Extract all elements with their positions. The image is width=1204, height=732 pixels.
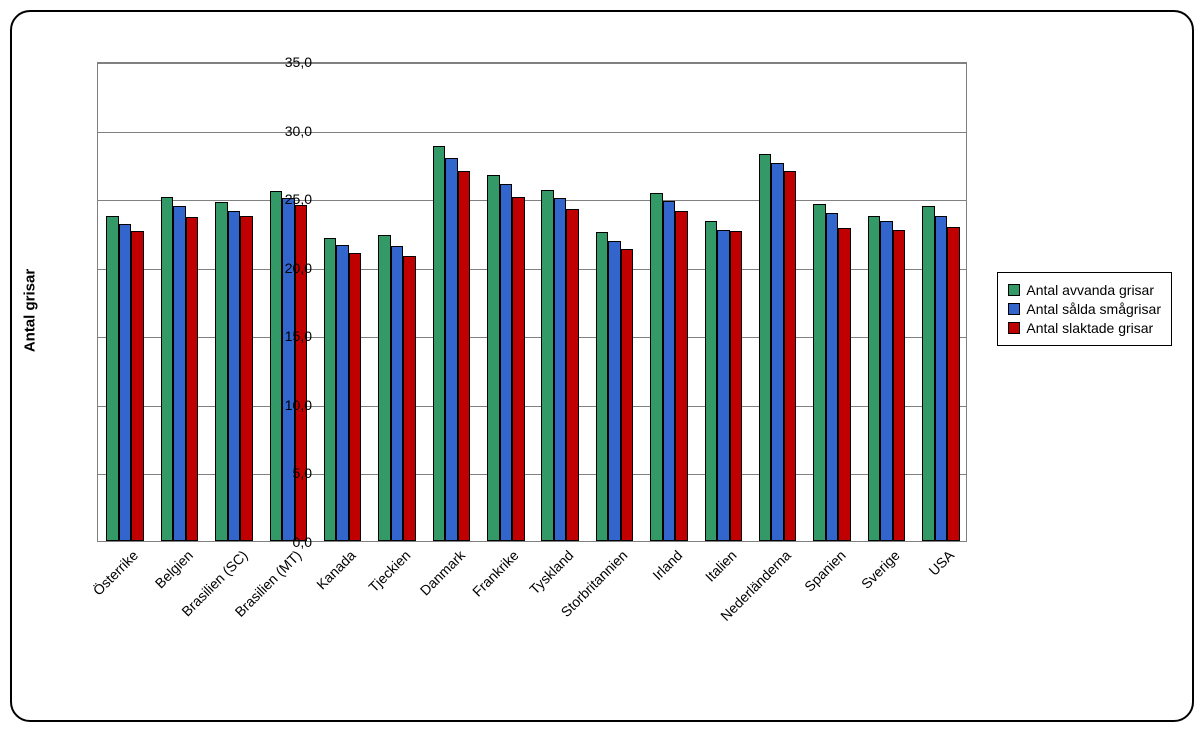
- bar: [433, 146, 446, 541]
- bar: [403, 256, 416, 541]
- x-axis-label: Frankrike: [470, 547, 523, 600]
- legend-item: Antal slaktade grisar: [1008, 320, 1161, 336]
- bars-container: [98, 63, 966, 541]
- bar: [717, 230, 730, 541]
- bar: [173, 206, 186, 541]
- bar: [893, 230, 906, 541]
- bar: [759, 154, 772, 541]
- bar: [730, 231, 743, 541]
- plot-area: [97, 62, 967, 542]
- bar: [935, 216, 948, 541]
- bar: [838, 228, 851, 541]
- bar: [106, 216, 119, 541]
- x-axis-label: Spanien: [801, 547, 849, 595]
- bar: [512, 197, 525, 541]
- bar: [826, 213, 839, 541]
- bar: [596, 232, 609, 541]
- x-axis-label: USA: [925, 547, 957, 579]
- bar: [240, 216, 253, 541]
- bar: [880, 221, 893, 541]
- bar: [131, 231, 144, 541]
- x-axis-label: Irland: [649, 547, 685, 583]
- legend-swatch: [1008, 322, 1020, 334]
- x-axis-label: Sverige: [858, 547, 903, 592]
- y-tick-label: 25,0: [272, 191, 312, 207]
- y-axis-label: Antal grisar: [22, 269, 39, 352]
- y-tick-label: 15,0: [272, 328, 312, 344]
- x-axis-label: Italien: [702, 547, 740, 585]
- legend-label: Antal avvanda grisar: [1026, 282, 1154, 298]
- y-tick-label: 30,0: [272, 123, 312, 139]
- y-tick-label: 20,0: [272, 260, 312, 276]
- x-axis-label: Tyskland: [526, 547, 576, 597]
- bar: [349, 253, 362, 541]
- bar: [378, 235, 391, 541]
- bar: [228, 211, 241, 542]
- bar: [650, 193, 663, 541]
- y-tick-label: 5,0: [272, 465, 312, 481]
- bar: [458, 171, 471, 541]
- legend: Antal avvanda grisar Antal sålda smågrisa…: [997, 272, 1172, 346]
- bar: [566, 209, 579, 541]
- legend-swatch: [1008, 303, 1020, 315]
- bar: [947, 227, 960, 541]
- bar: [554, 198, 567, 541]
- bar: [771, 163, 784, 542]
- legend-swatch: [1008, 284, 1020, 296]
- bar: [161, 197, 174, 541]
- bar: [324, 238, 337, 541]
- bar: [868, 216, 881, 541]
- bar: [270, 191, 283, 541]
- bar: [282, 198, 295, 541]
- x-axis-label: Danmark: [416, 547, 467, 598]
- bar: [487, 175, 500, 541]
- bar: [608, 241, 621, 541]
- bar: [186, 217, 199, 541]
- legend-item: Antal avvanda grisar: [1008, 282, 1161, 298]
- bar: [621, 249, 634, 541]
- bar: [541, 190, 554, 541]
- bar: [215, 202, 228, 541]
- y-tick-label: 35,0: [272, 54, 312, 70]
- x-axis-label: Tjeckien: [365, 547, 413, 595]
- legend-label: Antal slaktade grisar: [1026, 320, 1153, 336]
- x-axis-label: Belgien: [152, 547, 196, 591]
- bar: [119, 224, 132, 541]
- chart-container: Antal grisar 0,05,010,015,020,025,030,03…: [10, 10, 1194, 722]
- bar: [445, 158, 458, 541]
- bar: [705, 221, 718, 541]
- legend-label: Antal sålda smågrisar: [1026, 301, 1161, 317]
- x-axis-label: Österrike: [90, 547, 141, 598]
- bar: [922, 206, 935, 541]
- bar: [295, 205, 308, 541]
- bar: [675, 211, 688, 542]
- bar: [663, 201, 676, 541]
- y-tick-label: 10,0: [272, 397, 312, 413]
- bar: [813, 204, 826, 541]
- legend-item: Antal sålda smågrisar: [1008, 301, 1161, 317]
- x-axis-label: Kanada: [314, 547, 359, 592]
- bar: [500, 184, 513, 541]
- bar: [391, 246, 404, 541]
- bar: [336, 245, 349, 541]
- bar: [784, 171, 797, 541]
